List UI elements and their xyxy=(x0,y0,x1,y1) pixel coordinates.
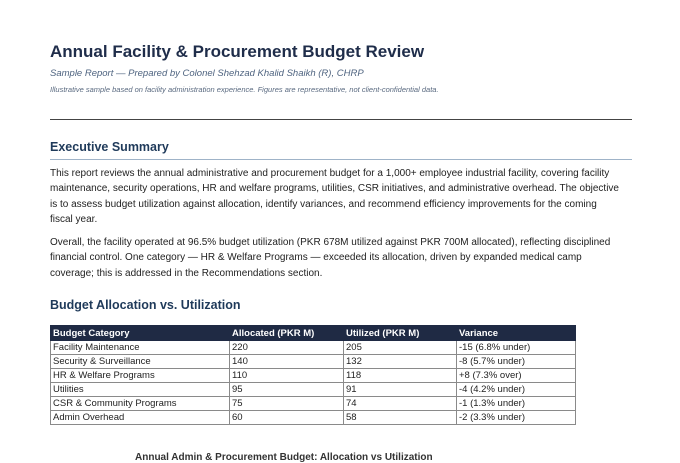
cell-category: HR & Welfare Programs xyxy=(50,368,230,383)
cell-category: Security & Surveillance xyxy=(50,354,230,369)
table-row: Utilities 95 91 -4 (4.2% under) xyxy=(50,382,576,397)
table-row: Facility Maintenance 220 205 -15 (6.8% u… xyxy=(50,340,576,355)
cell-allocated: 220 xyxy=(229,340,344,355)
report-disclaimer: Illustrative sample based on facility ad… xyxy=(50,85,439,94)
table-row: HR & Welfare Programs 110 118 +8 (7.3% o… xyxy=(50,368,576,383)
budget-section-heading: Budget Allocation vs. Utilization xyxy=(50,298,241,312)
next-chart-heading-partial: Annual Admin & Procurement Budget: Alloc… xyxy=(135,452,433,463)
column-header-variance: Variance xyxy=(456,325,576,341)
cell-allocated: 75 xyxy=(229,396,344,411)
column-header-category: Budget Category xyxy=(50,325,230,341)
cell-allocated: 140 xyxy=(229,354,344,369)
cell-category: CSR & Community Programs xyxy=(50,396,230,411)
table-row: CSR & Community Programs 75 74 -1 (1.3% … xyxy=(50,396,576,411)
cell-utilized: 91 xyxy=(343,382,457,397)
cell-category: Admin Overhead xyxy=(50,410,230,425)
cell-utilized: 74 xyxy=(343,396,457,411)
budget-table-header-row: Budget Category Allocated (PKR M) Utiliz… xyxy=(50,325,576,341)
cell-utilized: 118 xyxy=(343,368,457,383)
cell-variance: -2 (3.3% under) xyxy=(456,410,576,425)
cell-category: Utilities xyxy=(50,382,230,397)
executive-summary-heading: Executive Summary xyxy=(50,140,169,154)
table-row: Admin Overhead 60 58 -2 (3.3% under) xyxy=(50,410,576,425)
executive-summary-divider xyxy=(50,159,632,160)
cell-category: Facility Maintenance xyxy=(50,340,230,355)
cell-allocated: 95 xyxy=(229,382,344,397)
cell-variance: -8 (5.7% under) xyxy=(456,354,576,369)
executive-summary-paragraph-2: Overall, the facility operated at 96.5% … xyxy=(50,237,611,279)
cell-variance: -4 (4.2% under) xyxy=(456,382,576,397)
cell-allocated: 60 xyxy=(229,410,344,425)
header-divider xyxy=(50,119,632,120)
budget-table: Budget Category Allocated (PKR M) Utiliz… xyxy=(50,325,576,425)
cell-utilized: 132 xyxy=(343,354,457,369)
cell-utilized: 58 xyxy=(343,410,457,425)
table-row: Security & Surveillance 140 132 -8 (5.7%… xyxy=(50,354,576,369)
column-header-utilized: Utilized (PKR M) xyxy=(343,325,457,341)
cell-allocated: 110 xyxy=(229,368,344,383)
report-subtitle: Sample Report — Prepared by Colonel Sheh… xyxy=(50,68,364,79)
executive-summary-paragraph-1: This report reviews the annual administr… xyxy=(50,168,619,225)
column-header-allocated: Allocated (PKR M) xyxy=(229,325,344,341)
cell-variance: +8 (7.3% over) xyxy=(456,368,576,383)
cell-variance: -1 (1.3% under) xyxy=(456,396,576,411)
cell-utilized: 205 xyxy=(343,340,457,355)
report-title: Annual Facility & Procurement Budget Rev… xyxy=(50,42,425,61)
cell-variance: -15 (6.8% under) xyxy=(456,340,576,355)
